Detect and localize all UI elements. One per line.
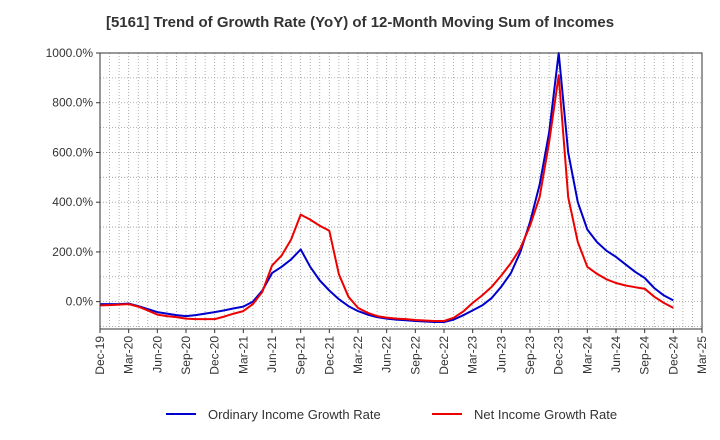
legend-label-ordinary: Ordinary Income Growth Rate: [208, 407, 381, 422]
x-tick-label: Dec-23: [552, 336, 566, 375]
y-tick-label: 400.0%: [52, 195, 93, 209]
x-tick-label: Mar-23: [466, 336, 480, 374]
x-tick-label: Mar-22: [351, 336, 365, 374]
grid-layer: [99, 52, 703, 329]
y-tick-label: 1000.0%: [46, 46, 94, 60]
x-tick-label: Sep-20: [179, 336, 193, 375]
y-tick-label: 0.0%: [66, 295, 94, 309]
x-tick-label: Jun-22: [380, 336, 394, 373]
x-tick-label: Dec-22: [437, 336, 451, 375]
x-tick-label: Mar-24: [580, 336, 594, 374]
x-tick-label: Dec-24: [666, 336, 680, 375]
x-tick-label: Jun-20: [150, 336, 164, 373]
x-tick-label: Jun-24: [609, 336, 623, 373]
legend-label-net: Net Income Growth Rate: [474, 407, 617, 422]
x-tick-label: Mar-25: [695, 336, 709, 374]
x-tick-label: Sep-22: [408, 336, 422, 375]
x-tick-label: Sep-21: [294, 336, 308, 375]
plot-frame: [99, 52, 703, 330]
x-tick-label: Jun-23: [494, 336, 508, 373]
x-tick-label: Sep-24: [638, 336, 652, 375]
x-tick-label: Dec-20: [208, 336, 222, 375]
chart-title: [5161] Trend of Growth Rate (YoY) of 12-…: [105, 14, 615, 31]
x-tick-label: Sep-23: [523, 336, 537, 375]
x-tick-label: Mar-20: [122, 336, 136, 374]
y-tick-label: 800.0%: [52, 96, 93, 110]
legend: Ordinary Income Growth Rate Net Income Gr…: [166, 407, 617, 422]
x-tick-label: Mar-21: [236, 336, 250, 374]
y-tick-label: 600.0%: [52, 145, 93, 159]
series-layer: [99, 52, 674, 323]
x-tick-label: Dec-21: [322, 336, 336, 375]
y-tick-label: 200.0%: [52, 245, 93, 259]
axis-layer: 0.0% 200.0% 400.0% 600.0% 800.0% 1000.0% Dec-1…: [46, 46, 709, 375]
net-income-growth-line: [99, 74, 674, 322]
x-tick-label: Jun-21: [265, 336, 279, 373]
x-tick-label: Dec-19: [93, 336, 107, 375]
